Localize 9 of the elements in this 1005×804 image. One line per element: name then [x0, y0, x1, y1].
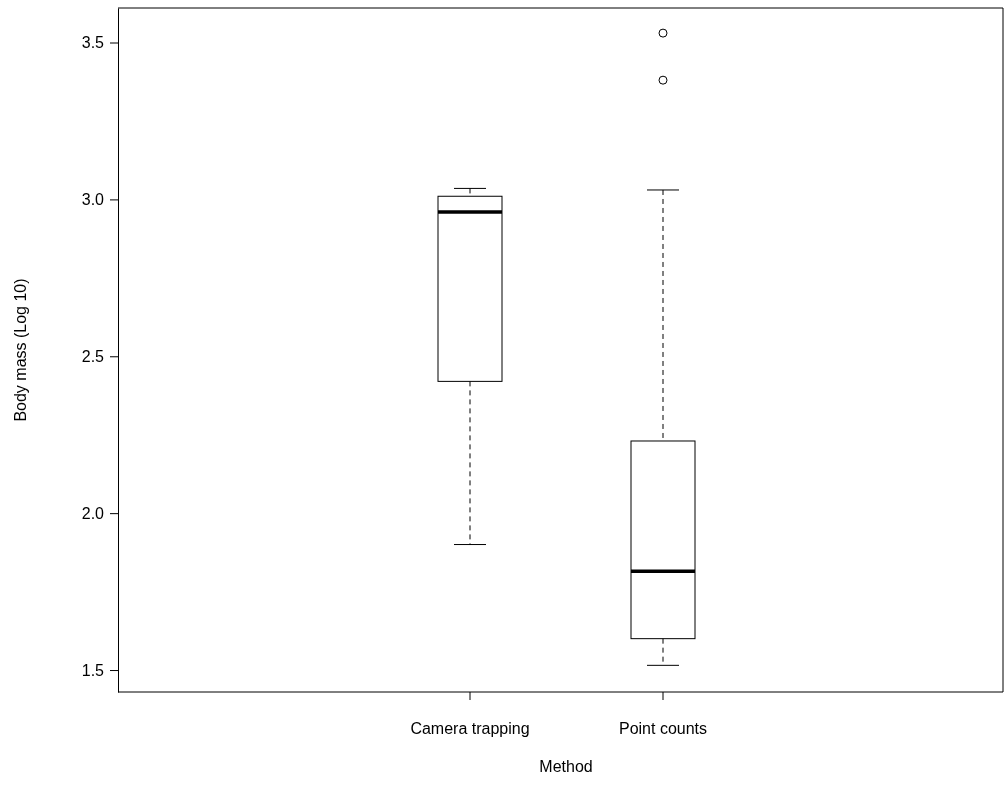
y-tick-label: 3.0 [81, 191, 105, 209]
y-tick-label: 2.5 [81, 347, 105, 365]
x-tick-label: Point counts [618, 720, 708, 737]
y-tick-label: 3.5 [81, 34, 105, 52]
y-tick-label: 2.0 [81, 504, 105, 522]
x-axis-title: Method [539, 758, 593, 775]
x-tick-label: Camera trapping [410, 720, 530, 737]
y-tick-label: 1.5 [81, 661, 105, 679]
y-axis-title: Body mass (Log 10) [12, 278, 29, 422]
